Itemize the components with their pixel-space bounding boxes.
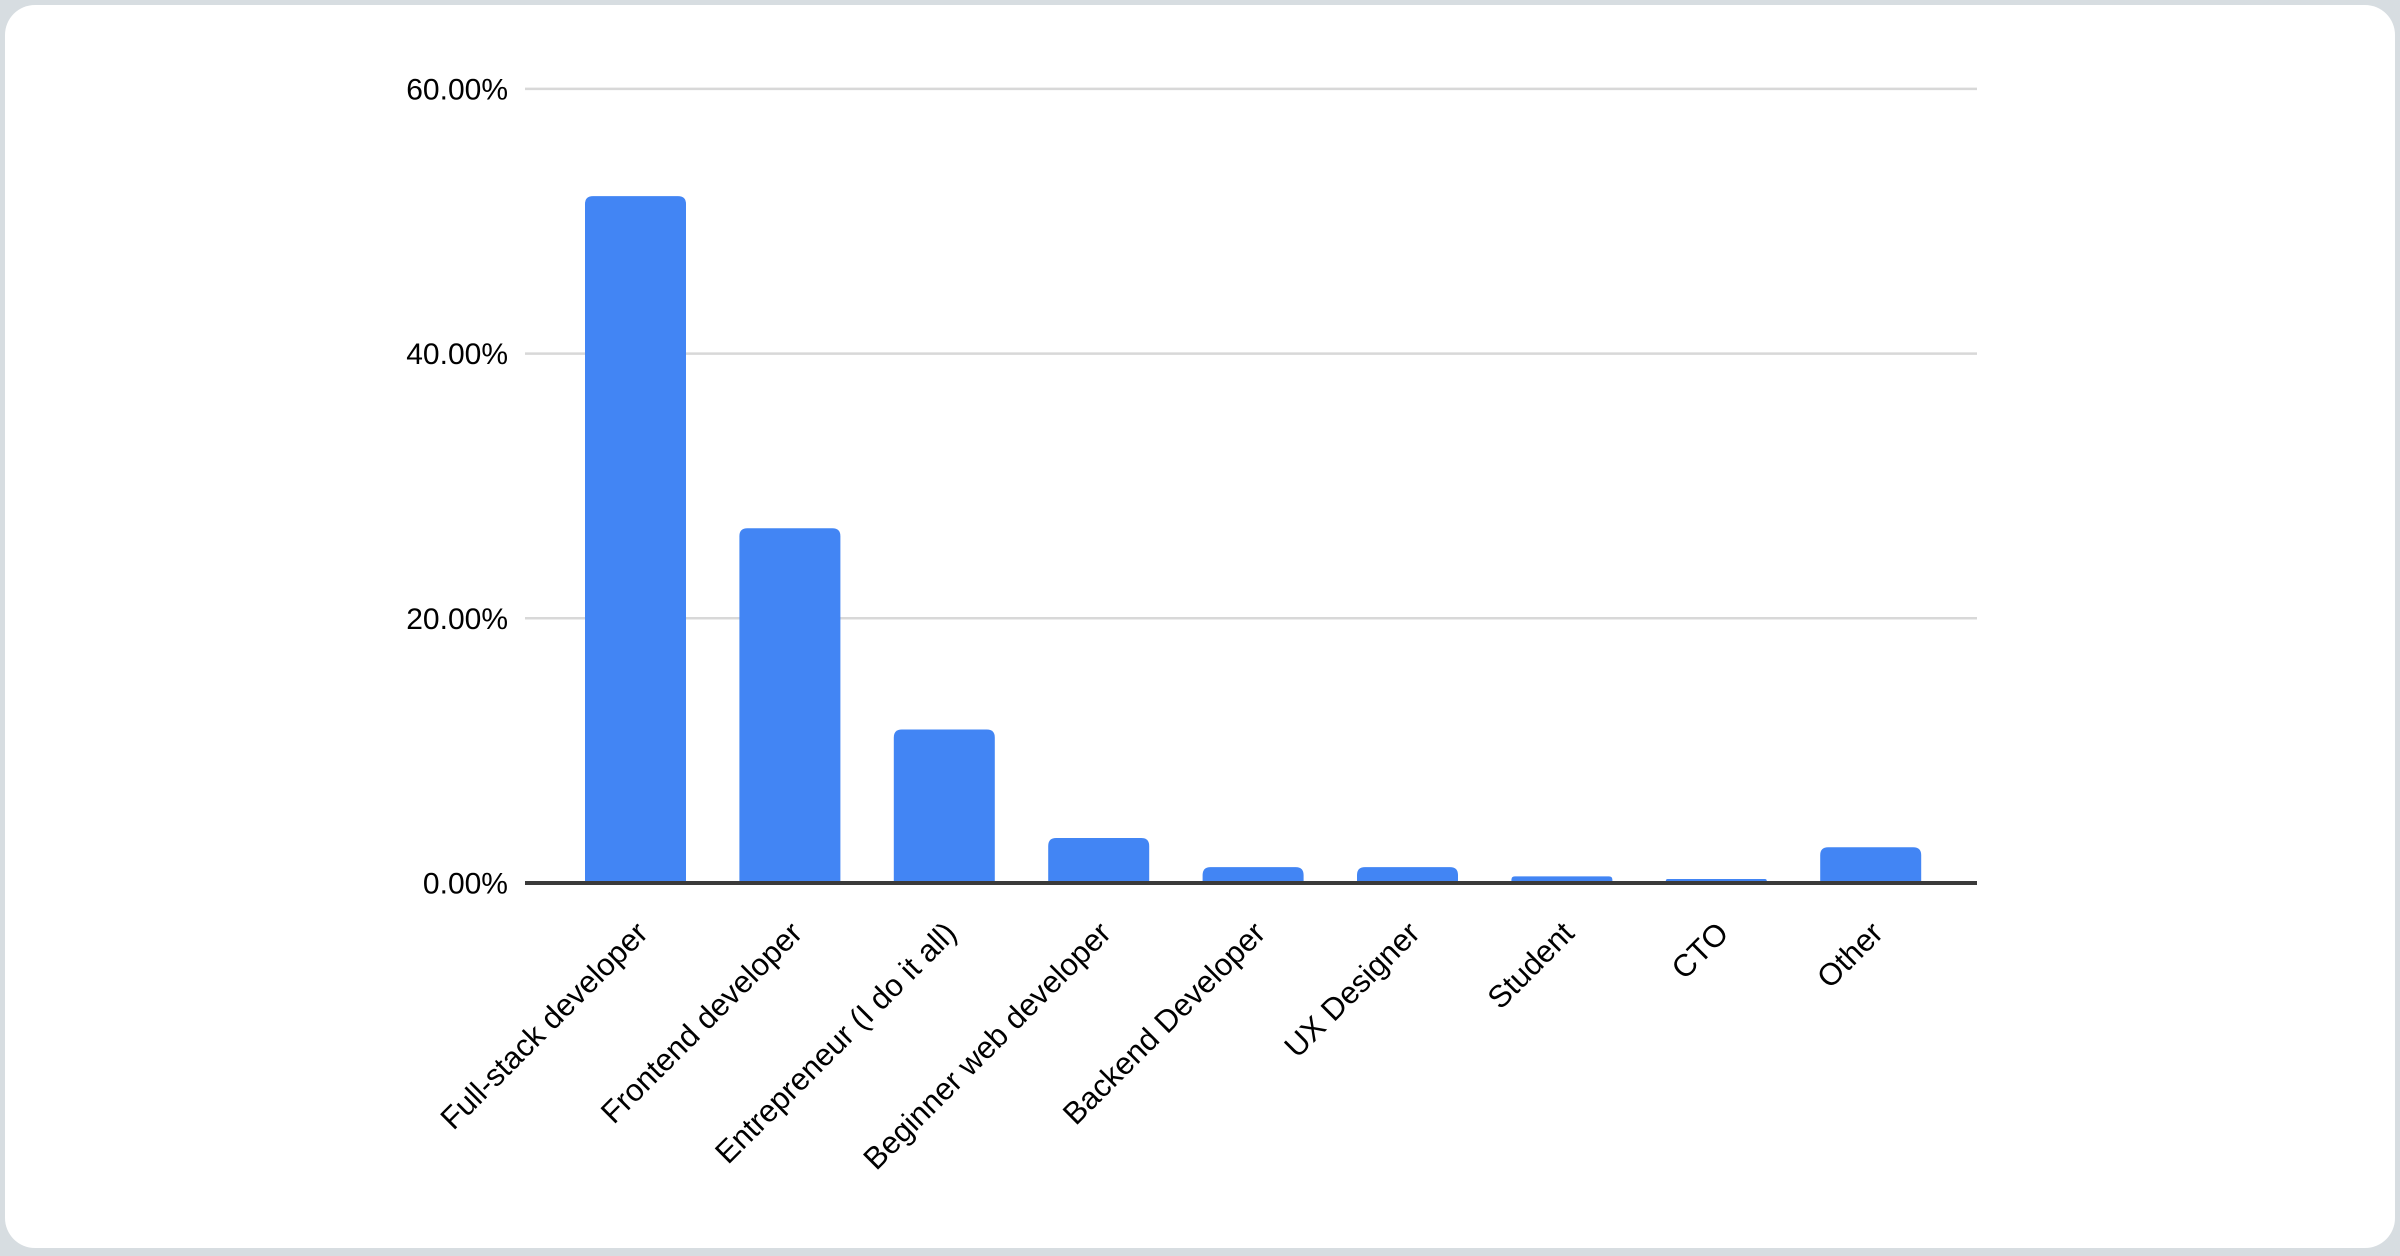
x-axis-category-label: CTO — [1665, 915, 1736, 986]
bar-ux-designer — [1357, 867, 1458, 883]
y-axis-tick-label: 20.00% — [406, 603, 508, 636]
chart-card — [5, 5, 2395, 1248]
bar-beginner-web-developer — [1048, 838, 1150, 883]
y-axis-tick-label: 0.00% — [423, 868, 508, 901]
x-axis-category-label: Beginner web developer — [856, 915, 1117, 1176]
bar-entrepreneur-i-do-it-all — [893, 729, 995, 883]
bar-backend-developer — [1202, 867, 1304, 883]
x-axis-category-label: UX Designer — [1277, 915, 1426, 1064]
bar-full-stack-developer — [585, 196, 686, 883]
bar-frontend-developer — [739, 528, 841, 883]
x-axis-category-label: Other — [1810, 915, 1890, 995]
bar-other — [1820, 847, 1922, 883]
y-axis-tick-label: 40.00% — [406, 338, 508, 371]
y-axis-tick-label: 60.00% — [406, 73, 508, 106]
x-axis-category-label: Student — [1481, 915, 1582, 1016]
